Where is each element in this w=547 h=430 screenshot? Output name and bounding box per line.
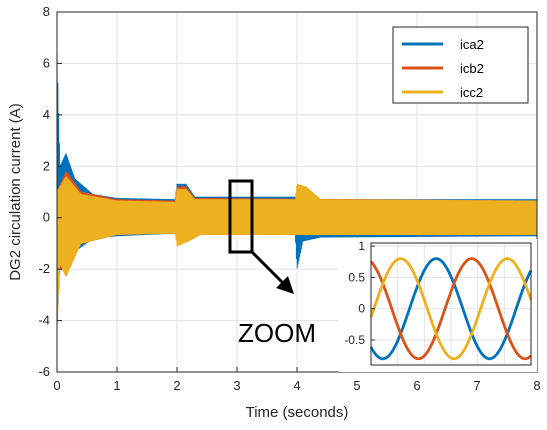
zoom-label: ZOOM bbox=[238, 318, 316, 348]
x-tick-label: 2 bbox=[173, 378, 180, 393]
y-tick-label: -2 bbox=[38, 261, 50, 276]
legend-label-icc2: icc2 bbox=[460, 85, 483, 100]
y-tick-label: 6 bbox=[43, 55, 50, 70]
inset-y-tick-label: 1 bbox=[358, 239, 365, 253]
inset-series-line-icb2 bbox=[369, 257, 532, 361]
inset-ticks: -0.5 0 0.5 1 bbox=[344, 239, 375, 347]
y-tick-label: 4 bbox=[43, 107, 50, 122]
x-tick-label: 4 bbox=[293, 378, 300, 393]
inset-frame bbox=[370, 242, 532, 366]
legend-label-icb2: icb2 bbox=[460, 61, 484, 76]
main-series bbox=[56, 53, 538, 329]
inset-series-line-ica2 bbox=[369, 257, 533, 361]
inset-y-tick-label: -0.5 bbox=[344, 333, 365, 347]
y-axis-label: DG2 circulation current (A) bbox=[7, 103, 24, 281]
inset-y-tick-label: 0 bbox=[358, 302, 365, 316]
zoom-annotation: ZOOM bbox=[228, 179, 316, 348]
x-tick-label: 6 bbox=[413, 378, 420, 393]
series-line-icc2 bbox=[56, 176, 538, 329]
x-tick-label: 7 bbox=[473, 378, 480, 393]
inset-axes: -0.5 0 0.5 1 bbox=[339, 239, 537, 372]
x-axis-label: Time (seconds) bbox=[246, 404, 349, 421]
inset-series bbox=[369, 257, 533, 361]
inset-y-tick-label: 0.5 bbox=[348, 270, 365, 284]
y-tick-label: 0 bbox=[43, 210, 50, 225]
inset-series-line-icc2 bbox=[369, 257, 533, 361]
zoom-arrow-line bbox=[250, 250, 289, 289]
x-tick-label: 3 bbox=[233, 378, 240, 393]
legend-label-ica2: ica2 bbox=[460, 37, 484, 52]
zoom-region-box bbox=[228, 179, 254, 254]
x-tick-label: 0 bbox=[53, 378, 60, 393]
y-tick-label: 8 bbox=[43, 4, 50, 19]
x-tick-label: 5 bbox=[353, 378, 360, 393]
legend-box bbox=[392, 26, 529, 104]
zoom-arrow-head bbox=[276, 276, 294, 294]
y-tick-label: -6 bbox=[38, 364, 50, 379]
y-tick-label: 2 bbox=[43, 158, 50, 173]
x-tick-label: 1 bbox=[113, 378, 120, 393]
legend: ica2 icb2 icc2 bbox=[392, 26, 529, 104]
x-tick-label: 8 bbox=[533, 378, 540, 393]
y-tick-label: -4 bbox=[38, 313, 50, 328]
